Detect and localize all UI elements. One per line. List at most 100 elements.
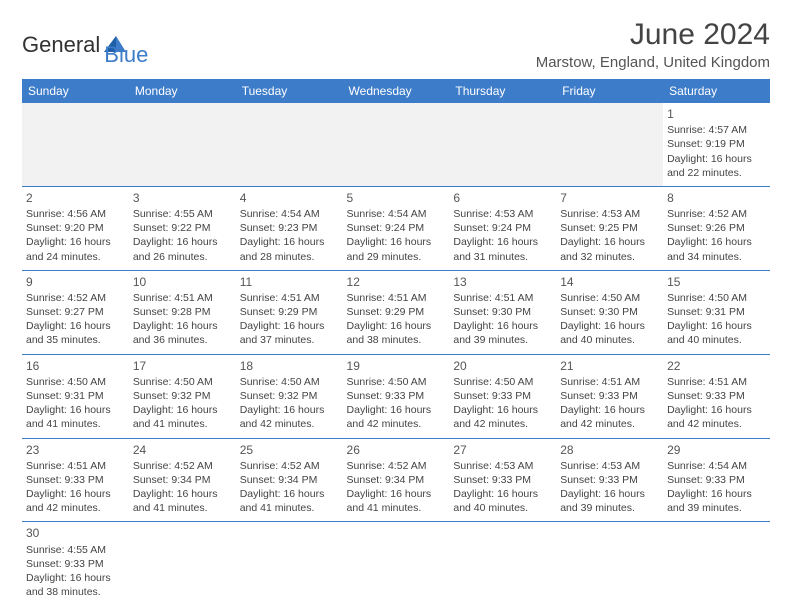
calendar-cell [22, 103, 129, 186]
sunset-text: Sunset: 9:27 PM [26, 305, 125, 319]
calendar-cell: 10Sunrise: 4:51 AMSunset: 9:28 PMDayligh… [129, 270, 236, 354]
calendar-body: 1Sunrise: 4:57 AMSunset: 9:19 PMDaylight… [22, 103, 770, 605]
sunset-text: Sunset: 9:30 PM [560, 305, 659, 319]
sunrise-text: Sunrise: 4:50 AM [453, 375, 552, 389]
sunset-text: Sunset: 9:30 PM [453, 305, 552, 319]
day-number: 29 [667, 442, 766, 458]
sunset-text: Sunset: 9:23 PM [240, 221, 339, 235]
calendar-cell: 9Sunrise: 4:52 AMSunset: 9:27 PMDaylight… [22, 270, 129, 354]
daylight-text: Daylight: 16 hours and 26 minutes. [133, 235, 232, 263]
sunset-text: Sunset: 9:29 PM [347, 305, 446, 319]
sunset-text: Sunset: 9:26 PM [667, 221, 766, 235]
calendar-cell: 13Sunrise: 4:51 AMSunset: 9:30 PMDayligh… [449, 270, 556, 354]
calendar-cell: 12Sunrise: 4:51 AMSunset: 9:29 PMDayligh… [343, 270, 450, 354]
sunset-text: Sunset: 9:19 PM [667, 137, 766, 151]
day-number: 23 [26, 442, 125, 458]
sunrise-text: Sunrise: 4:51 AM [26, 459, 125, 473]
sunrise-text: Sunrise: 4:55 AM [133, 207, 232, 221]
calendar-cell: 1Sunrise: 4:57 AMSunset: 9:19 PMDaylight… [663, 103, 770, 186]
sunrise-text: Sunrise: 4:53 AM [560, 459, 659, 473]
location-text: Marstow, England, United Kingdom [536, 54, 770, 71]
calendar-cell: 15Sunrise: 4:50 AMSunset: 9:31 PMDayligh… [663, 270, 770, 354]
calendar-cell: 3Sunrise: 4:55 AMSunset: 9:22 PMDaylight… [129, 186, 236, 270]
calendar-cell [556, 522, 663, 605]
sunrise-text: Sunrise: 4:56 AM [26, 207, 125, 221]
daylight-text: Daylight: 16 hours and 40 minutes. [560, 319, 659, 347]
day-number: 15 [667, 274, 766, 290]
sunrise-text: Sunrise: 4:51 AM [453, 291, 552, 305]
dayname-header: Monday [129, 79, 236, 103]
sunset-text: Sunset: 9:33 PM [667, 473, 766, 487]
sunrise-text: Sunrise: 4:50 AM [26, 375, 125, 389]
day-number: 11 [240, 274, 339, 290]
calendar-cell: 18Sunrise: 4:50 AMSunset: 9:32 PMDayligh… [236, 354, 343, 438]
day-number: 1 [667, 106, 766, 122]
day-number: 26 [347, 442, 446, 458]
calendar-cell [343, 522, 450, 605]
sunset-text: Sunset: 9:33 PM [667, 389, 766, 403]
day-number: 12 [347, 274, 446, 290]
sunset-text: Sunset: 9:29 PM [240, 305, 339, 319]
sunrise-text: Sunrise: 4:51 AM [347, 291, 446, 305]
sunrise-text: Sunrise: 4:52 AM [133, 459, 232, 473]
sunset-text: Sunset: 9:31 PM [667, 305, 766, 319]
sunset-text: Sunset: 9:34 PM [133, 473, 232, 487]
daylight-text: Daylight: 16 hours and 28 minutes. [240, 235, 339, 263]
sunset-text: Sunset: 9:33 PM [26, 473, 125, 487]
day-number: 21 [560, 358, 659, 374]
day-number: 9 [26, 274, 125, 290]
calendar-cell: 20Sunrise: 4:50 AMSunset: 9:33 PMDayligh… [449, 354, 556, 438]
daylight-text: Daylight: 16 hours and 40 minutes. [667, 319, 766, 347]
sunrise-text: Sunrise: 4:50 AM [240, 375, 339, 389]
calendar-cell: 8Sunrise: 4:52 AMSunset: 9:26 PMDaylight… [663, 186, 770, 270]
dayname-header: Thursday [449, 79, 556, 103]
sunrise-text: Sunrise: 4:51 AM [133, 291, 232, 305]
calendar-cell: 6Sunrise: 4:53 AMSunset: 9:24 PMDaylight… [449, 186, 556, 270]
calendar-cell: 17Sunrise: 4:50 AMSunset: 9:32 PMDayligh… [129, 354, 236, 438]
daylight-text: Daylight: 16 hours and 34 minutes. [667, 235, 766, 263]
sunrise-text: Sunrise: 4:54 AM [667, 459, 766, 473]
daylight-text: Daylight: 16 hours and 31 minutes. [453, 235, 552, 263]
logo-text-blue: Blue [104, 42, 148, 67]
day-number: 19 [347, 358, 446, 374]
dayname-header: Friday [556, 79, 663, 103]
sunrise-text: Sunrise: 4:54 AM [347, 207, 446, 221]
daylight-text: Daylight: 16 hours and 29 minutes. [347, 235, 446, 263]
sunrise-text: Sunrise: 4:52 AM [240, 459, 339, 473]
sunrise-text: Sunrise: 4:53 AM [560, 207, 659, 221]
calendar-cell [343, 103, 450, 186]
sunrise-text: Sunrise: 4:50 AM [133, 375, 232, 389]
calendar-cell: 24Sunrise: 4:52 AMSunset: 9:34 PMDayligh… [129, 438, 236, 522]
calendar-cell [236, 103, 343, 186]
daylight-text: Daylight: 16 hours and 41 minutes. [347, 487, 446, 515]
calendar-cell: 21Sunrise: 4:51 AMSunset: 9:33 PMDayligh… [556, 354, 663, 438]
calendar-cell: 14Sunrise: 4:50 AMSunset: 9:30 PMDayligh… [556, 270, 663, 354]
day-number: 3 [133, 190, 232, 206]
dayname-header: Tuesday [236, 79, 343, 103]
daylight-text: Daylight: 16 hours and 41 minutes. [240, 487, 339, 515]
day-number: 20 [453, 358, 552, 374]
day-number: 17 [133, 358, 232, 374]
day-number: 24 [133, 442, 232, 458]
calendar-cell [129, 522, 236, 605]
calendar-row: 16Sunrise: 4:50 AMSunset: 9:31 PMDayligh… [22, 354, 770, 438]
calendar-cell: 25Sunrise: 4:52 AMSunset: 9:34 PMDayligh… [236, 438, 343, 522]
sunset-text: Sunset: 9:24 PM [347, 221, 446, 235]
dayname-row: SundayMondayTuesdayWednesdayThursdayFrid… [22, 79, 770, 103]
day-number: 22 [667, 358, 766, 374]
sunset-text: Sunset: 9:33 PM [453, 389, 552, 403]
calendar-cell: 4Sunrise: 4:54 AMSunset: 9:23 PMDaylight… [236, 186, 343, 270]
day-number: 4 [240, 190, 339, 206]
calendar-cell: 28Sunrise: 4:53 AMSunset: 9:33 PMDayligh… [556, 438, 663, 522]
month-title: June 2024 [536, 18, 770, 52]
daylight-text: Daylight: 16 hours and 37 minutes. [240, 319, 339, 347]
daylight-text: Daylight: 16 hours and 42 minutes. [453, 403, 552, 431]
sunset-text: Sunset: 9:28 PM [133, 305, 232, 319]
dayname-header: Sunday [22, 79, 129, 103]
calendar-row: 30Sunrise: 4:55 AMSunset: 9:33 PMDayligh… [22, 522, 770, 605]
sunset-text: Sunset: 9:33 PM [560, 389, 659, 403]
daylight-text: Daylight: 16 hours and 35 minutes. [26, 319, 125, 347]
calendar-row: 9Sunrise: 4:52 AMSunset: 9:27 PMDaylight… [22, 270, 770, 354]
calendar-cell: 29Sunrise: 4:54 AMSunset: 9:33 PMDayligh… [663, 438, 770, 522]
day-number: 2 [26, 190, 125, 206]
